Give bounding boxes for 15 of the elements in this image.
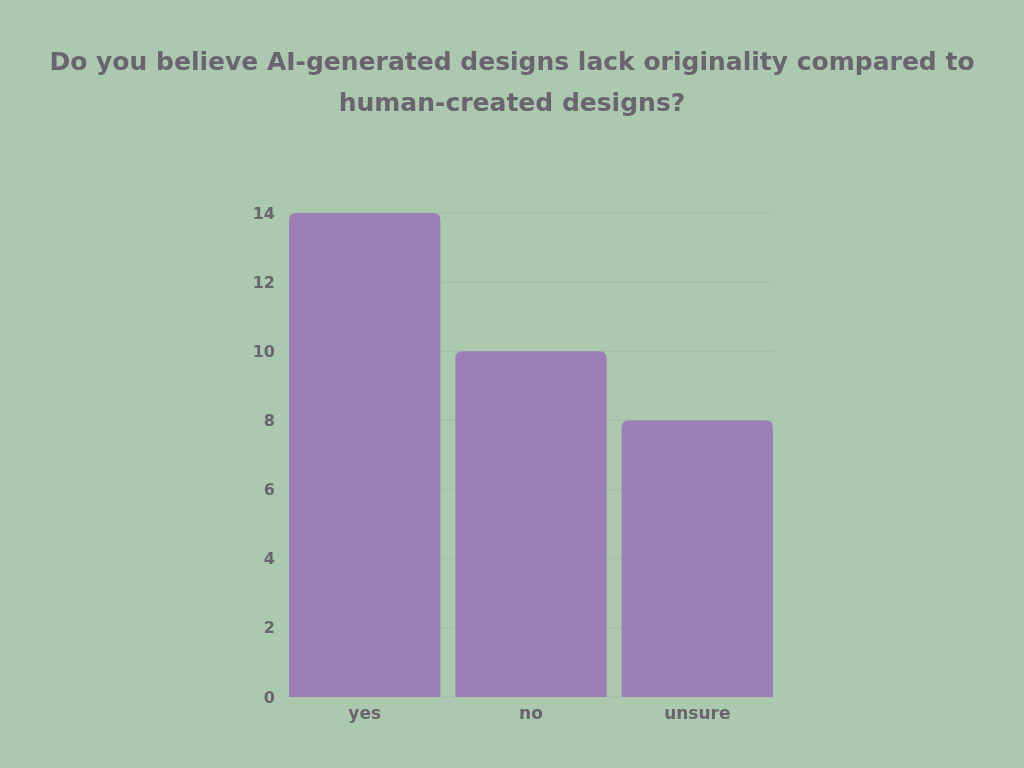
x-tick-label: no	[519, 703, 543, 724]
bar	[621, 420, 773, 697]
y-tick-label: 10	[252, 341, 275, 361]
bar	[289, 213, 441, 697]
y-tick-label: 12	[252, 272, 275, 292]
bar	[455, 351, 607, 697]
y-tick-label: 6	[263, 480, 275, 500]
y-tick-label: 0	[263, 687, 275, 707]
y-tick-label: 8	[263, 411, 275, 431]
x-tick-label: unsure	[664, 703, 731, 724]
x-tick-label: yes	[348, 703, 382, 724]
chart-title: Do you believe AI-generated designs lack originality compared to human-created designs?	[49, 47, 975, 117]
y-tick-label: 4	[263, 549, 275, 569]
y-tick-label: 14	[252, 203, 275, 223]
y-tick-label: 2	[263, 618, 275, 638]
